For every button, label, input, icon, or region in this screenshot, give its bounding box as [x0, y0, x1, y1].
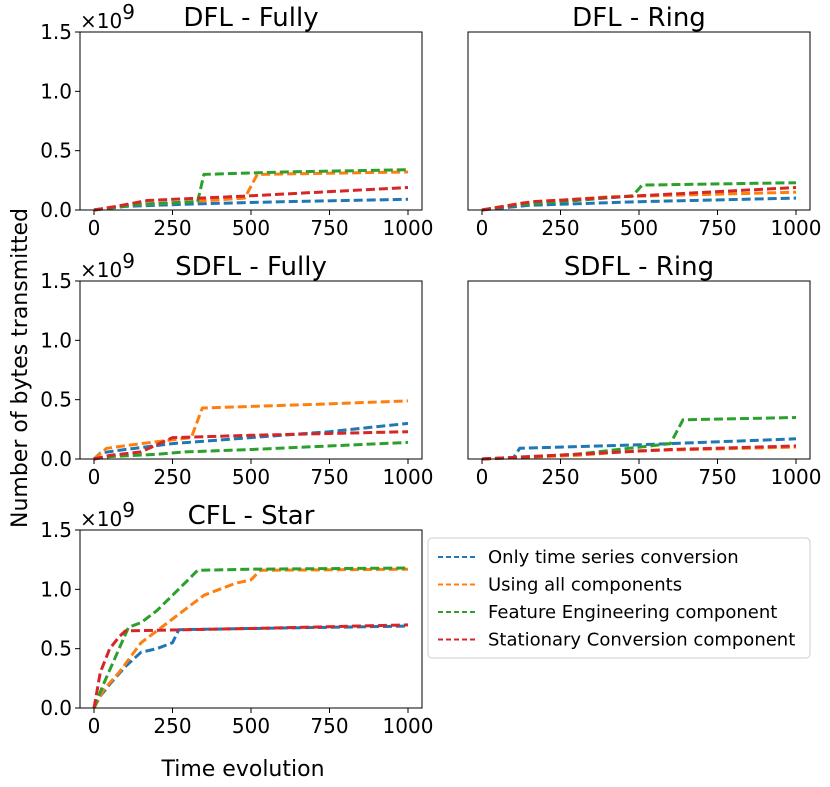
- y-tick-label: 0.5: [40, 637, 72, 661]
- x-tick-label: 0: [476, 216, 489, 240]
- x-tick-label: 500: [232, 216, 270, 240]
- panel-sdfl-ring: SDFL - Ring 0 250 500 750 1000: [467, 252, 822, 489]
- x-tick-label: 250: [153, 465, 191, 489]
- x-tick-label: 0: [476, 465, 489, 489]
- panel-title: DFL - Fully: [183, 3, 318, 33]
- x-tick-label: 250: [541, 216, 579, 240]
- panels: DFL - Fully 0 250 500 750 1000 0.0 0.5 1.0 1.5 ×10…: [40, 0, 821, 738]
- x-tick-label: 750: [310, 714, 348, 738]
- y-tick-label: 0.0: [40, 447, 72, 471]
- panel-title: SDFL - Ring: [564, 252, 714, 282]
- legend-label-using-all-components: Using all components: [488, 575, 682, 596]
- panel-title: SDFL - Fully: [175, 252, 327, 282]
- x-tick-label: 750: [698, 216, 736, 240]
- y-tick-label: 0.0: [40, 198, 72, 222]
- x-tick-label: 500: [620, 465, 658, 489]
- series-line-feature-engineering-component: [93, 440, 409, 461]
- series-line-using-all-components: [92, 567, 409, 709]
- x-tick-label: 250: [541, 465, 579, 489]
- legend-label-stationary-conversion-component: Stationary Conversion component: [488, 630, 795, 651]
- x-tick-label: 0: [88, 465, 101, 489]
- panel-cfl-star: CFL - Star 0 250 500 750 1000 0.0 0.5 1.0 1.5 ×109: [40, 498, 433, 738]
- x-tick-label: 1000: [383, 216, 434, 240]
- series-line-stationary-conversion-component: [93, 430, 409, 461]
- legend: Only time series conversion Using all com…: [427, 537, 811, 659]
- x-tick-label: 500: [232, 714, 270, 738]
- x-tick-label: 500: [232, 465, 270, 489]
- x-tick-label: 0: [88, 714, 101, 738]
- x-tick-label: 250: [153, 216, 191, 240]
- panel-dfl-fully: DFL - Fully 0 250 500 750 1000 0.0 0.5 1.0 1.5 ×10…: [40, 0, 433, 240]
- series-line-stationary-conversion-component: [92, 623, 409, 709]
- plot-frame: [79, 529, 423, 709]
- y-tick-label: 1.0: [40, 79, 72, 103]
- y-tick-label: 1.5: [40, 269, 72, 293]
- x-tick-label: 250: [153, 714, 191, 738]
- y-tick-label: 0.5: [40, 388, 72, 412]
- series-line-stationary-conversion-component: [93, 186, 409, 212]
- y-offset-text: ×109: [80, 249, 135, 282]
- panel-dfl-ring: DFL - Ring 0 250 500 750 1000: [467, 3, 822, 240]
- x-tick-label: 750: [310, 216, 348, 240]
- plot-frame: [467, 31, 811, 211]
- panel-title: CFL - Star: [188, 501, 315, 531]
- legend-label-only-time-series-conversion: Only time series conversion: [488, 547, 739, 568]
- x-tick-label: 750: [310, 465, 348, 489]
- plot-frame: [467, 280, 811, 460]
- x-axis-label: Time evolution: [160, 757, 324, 782]
- series-line-using-all-components: [93, 399, 409, 461]
- series-line-feature-engineering-component: [92, 566, 409, 709]
- y-tick-label: 1.5: [40, 20, 72, 44]
- y-tick-label: 1.5: [40, 518, 72, 542]
- legend-label-feature-engineering-component: Feature Engineering component: [488, 602, 777, 623]
- y-tick-label: 0.5: [40, 139, 72, 163]
- x-tick-label: 1000: [771, 216, 822, 240]
- x-tick-label: 1000: [771, 465, 822, 489]
- y-tick-label: 0.0: [40, 696, 72, 720]
- y-offset-text: ×109: [80, 498, 135, 531]
- legend-frame: [427, 537, 811, 659]
- x-tick-label: 1000: [383, 714, 434, 738]
- series-line-only-time-series-conversion: [92, 624, 409, 709]
- x-tick-label: 0: [88, 216, 101, 240]
- series-line-stationary-conversion-component: [481, 186, 797, 212]
- series-line-feature-engineering-component: [481, 416, 797, 461]
- x-tick-label: 1000: [383, 465, 434, 489]
- x-tick-label: 750: [698, 465, 736, 489]
- series-line-only-time-series-conversion: [481, 196, 797, 212]
- plot-frame: [79, 31, 423, 211]
- y-tick-label: 1.0: [40, 577, 72, 601]
- series-line-stationary-conversion-component: [481, 444, 797, 461]
- panel-sdfl-fully: SDFL - Fully 0 250 500 750 1000 0.0 0.5 1.0 1.5 ×1…: [40, 249, 433, 489]
- y-offset-text: ×109: [80, 0, 135, 33]
- y-tick-label: 1.0: [40, 328, 72, 352]
- series-line-feature-engineering-component: [93, 168, 409, 212]
- panel-title: DFL - Ring: [572, 3, 706, 33]
- x-tick-label: 500: [620, 216, 658, 240]
- y-axis-label: Number of bytes transmitted: [8, 208, 33, 528]
